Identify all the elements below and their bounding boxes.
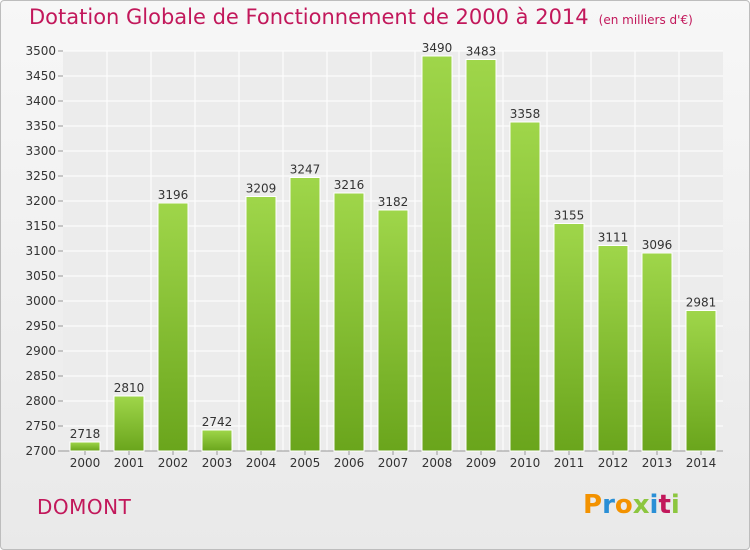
y-tick-label: 3450 <box>25 69 56 83</box>
bar <box>553 223 585 452</box>
x-tick-label: 2014 <box>686 456 717 470</box>
y-tick-label: 3050 <box>25 269 56 283</box>
logo-letter: P <box>583 490 603 520</box>
commune-name: DOMONT <box>37 495 132 519</box>
logo-letter: t <box>658 490 671 520</box>
x-tick-label: 2002 <box>158 456 189 470</box>
bar <box>157 202 189 452</box>
bar <box>685 310 717 452</box>
data-label: 2718 <box>70 427 101 441</box>
logo-letter: o <box>614 490 633 520</box>
x-tick-label: 2012 <box>598 456 629 470</box>
chart-title-text: Dotation Globale de Fonctionnement de 20… <box>29 5 589 29</box>
y-tick-label: 3200 <box>25 194 56 208</box>
data-label: 3155 <box>554 209 585 223</box>
chart-title: Dotation Globale de Fonctionnement de 20… <box>29 5 693 29</box>
proxiti-logo: Proxiti <box>583 490 680 520</box>
x-tick-label: 2008 <box>422 456 453 470</box>
x-tick-label: 2009 <box>466 456 497 470</box>
x-tick-label: 2005 <box>290 456 321 470</box>
data-label: 3182 <box>378 195 409 209</box>
data-label: 3490 <box>422 41 453 55</box>
x-tick-label: 2011 <box>554 456 585 470</box>
data-label: 3196 <box>158 188 189 202</box>
x-tick-label: 2003 <box>202 456 233 470</box>
x-tick-label: 2013 <box>642 456 673 470</box>
y-tick-label: 2900 <box>25 344 56 358</box>
bar <box>289 177 321 452</box>
bar <box>597 245 629 452</box>
bar <box>69 441 101 452</box>
bar <box>421 55 453 452</box>
y-tick-label: 3400 <box>25 94 56 108</box>
bar <box>113 395 145 452</box>
logo-letter: i <box>670 490 680 520</box>
y-tick-label: 2800 <box>25 394 56 408</box>
y-tick-label: 2850 <box>25 369 56 383</box>
data-label: 2810 <box>114 381 145 395</box>
chart-subtitle: (en milliers d'€) <box>598 13 693 27</box>
logo-letter: r <box>602 490 615 520</box>
data-label: 3483 <box>466 45 497 59</box>
y-tick-label: 3150 <box>25 219 56 233</box>
logo-letter: x <box>632 490 650 520</box>
y-tick-label: 2700 <box>25 444 56 458</box>
data-label: 3247 <box>290 163 321 177</box>
y-tick-label: 3250 <box>25 169 56 183</box>
x-tick-label: 2010 <box>510 456 541 470</box>
data-label: 3216 <box>334 178 365 192</box>
y-tick-label: 3000 <box>25 294 56 308</box>
y-tick-label: 3300 <box>25 144 56 158</box>
data-label: 3358 <box>510 107 541 121</box>
bar <box>377 209 409 452</box>
x-tick-label: 2006 <box>334 456 365 470</box>
bar <box>245 196 277 452</box>
bar <box>201 429 233 452</box>
y-tick-label: 2750 <box>25 419 56 433</box>
data-label: 2981 <box>686 296 717 310</box>
x-tick-label: 2000 <box>70 456 101 470</box>
x-tick-label: 2001 <box>114 456 145 470</box>
x-tick-label: 2007 <box>378 456 409 470</box>
data-label: 2742 <box>202 415 233 429</box>
logo-letter: i <box>649 490 659 520</box>
y-tick-label: 3100 <box>25 244 56 258</box>
x-tick-label: 2004 <box>246 456 277 470</box>
data-label: 3209 <box>246 182 277 196</box>
bar <box>509 121 541 452</box>
y-tick-label: 2950 <box>25 319 56 333</box>
bar <box>333 192 365 452</box>
data-label: 3111 <box>598 231 629 245</box>
bar <box>465 59 497 452</box>
y-tick-label: 3500 <box>25 44 56 58</box>
bar <box>641 252 673 452</box>
y-tick-label: 3350 <box>25 119 56 133</box>
data-label: 3096 <box>642 238 673 252</box>
